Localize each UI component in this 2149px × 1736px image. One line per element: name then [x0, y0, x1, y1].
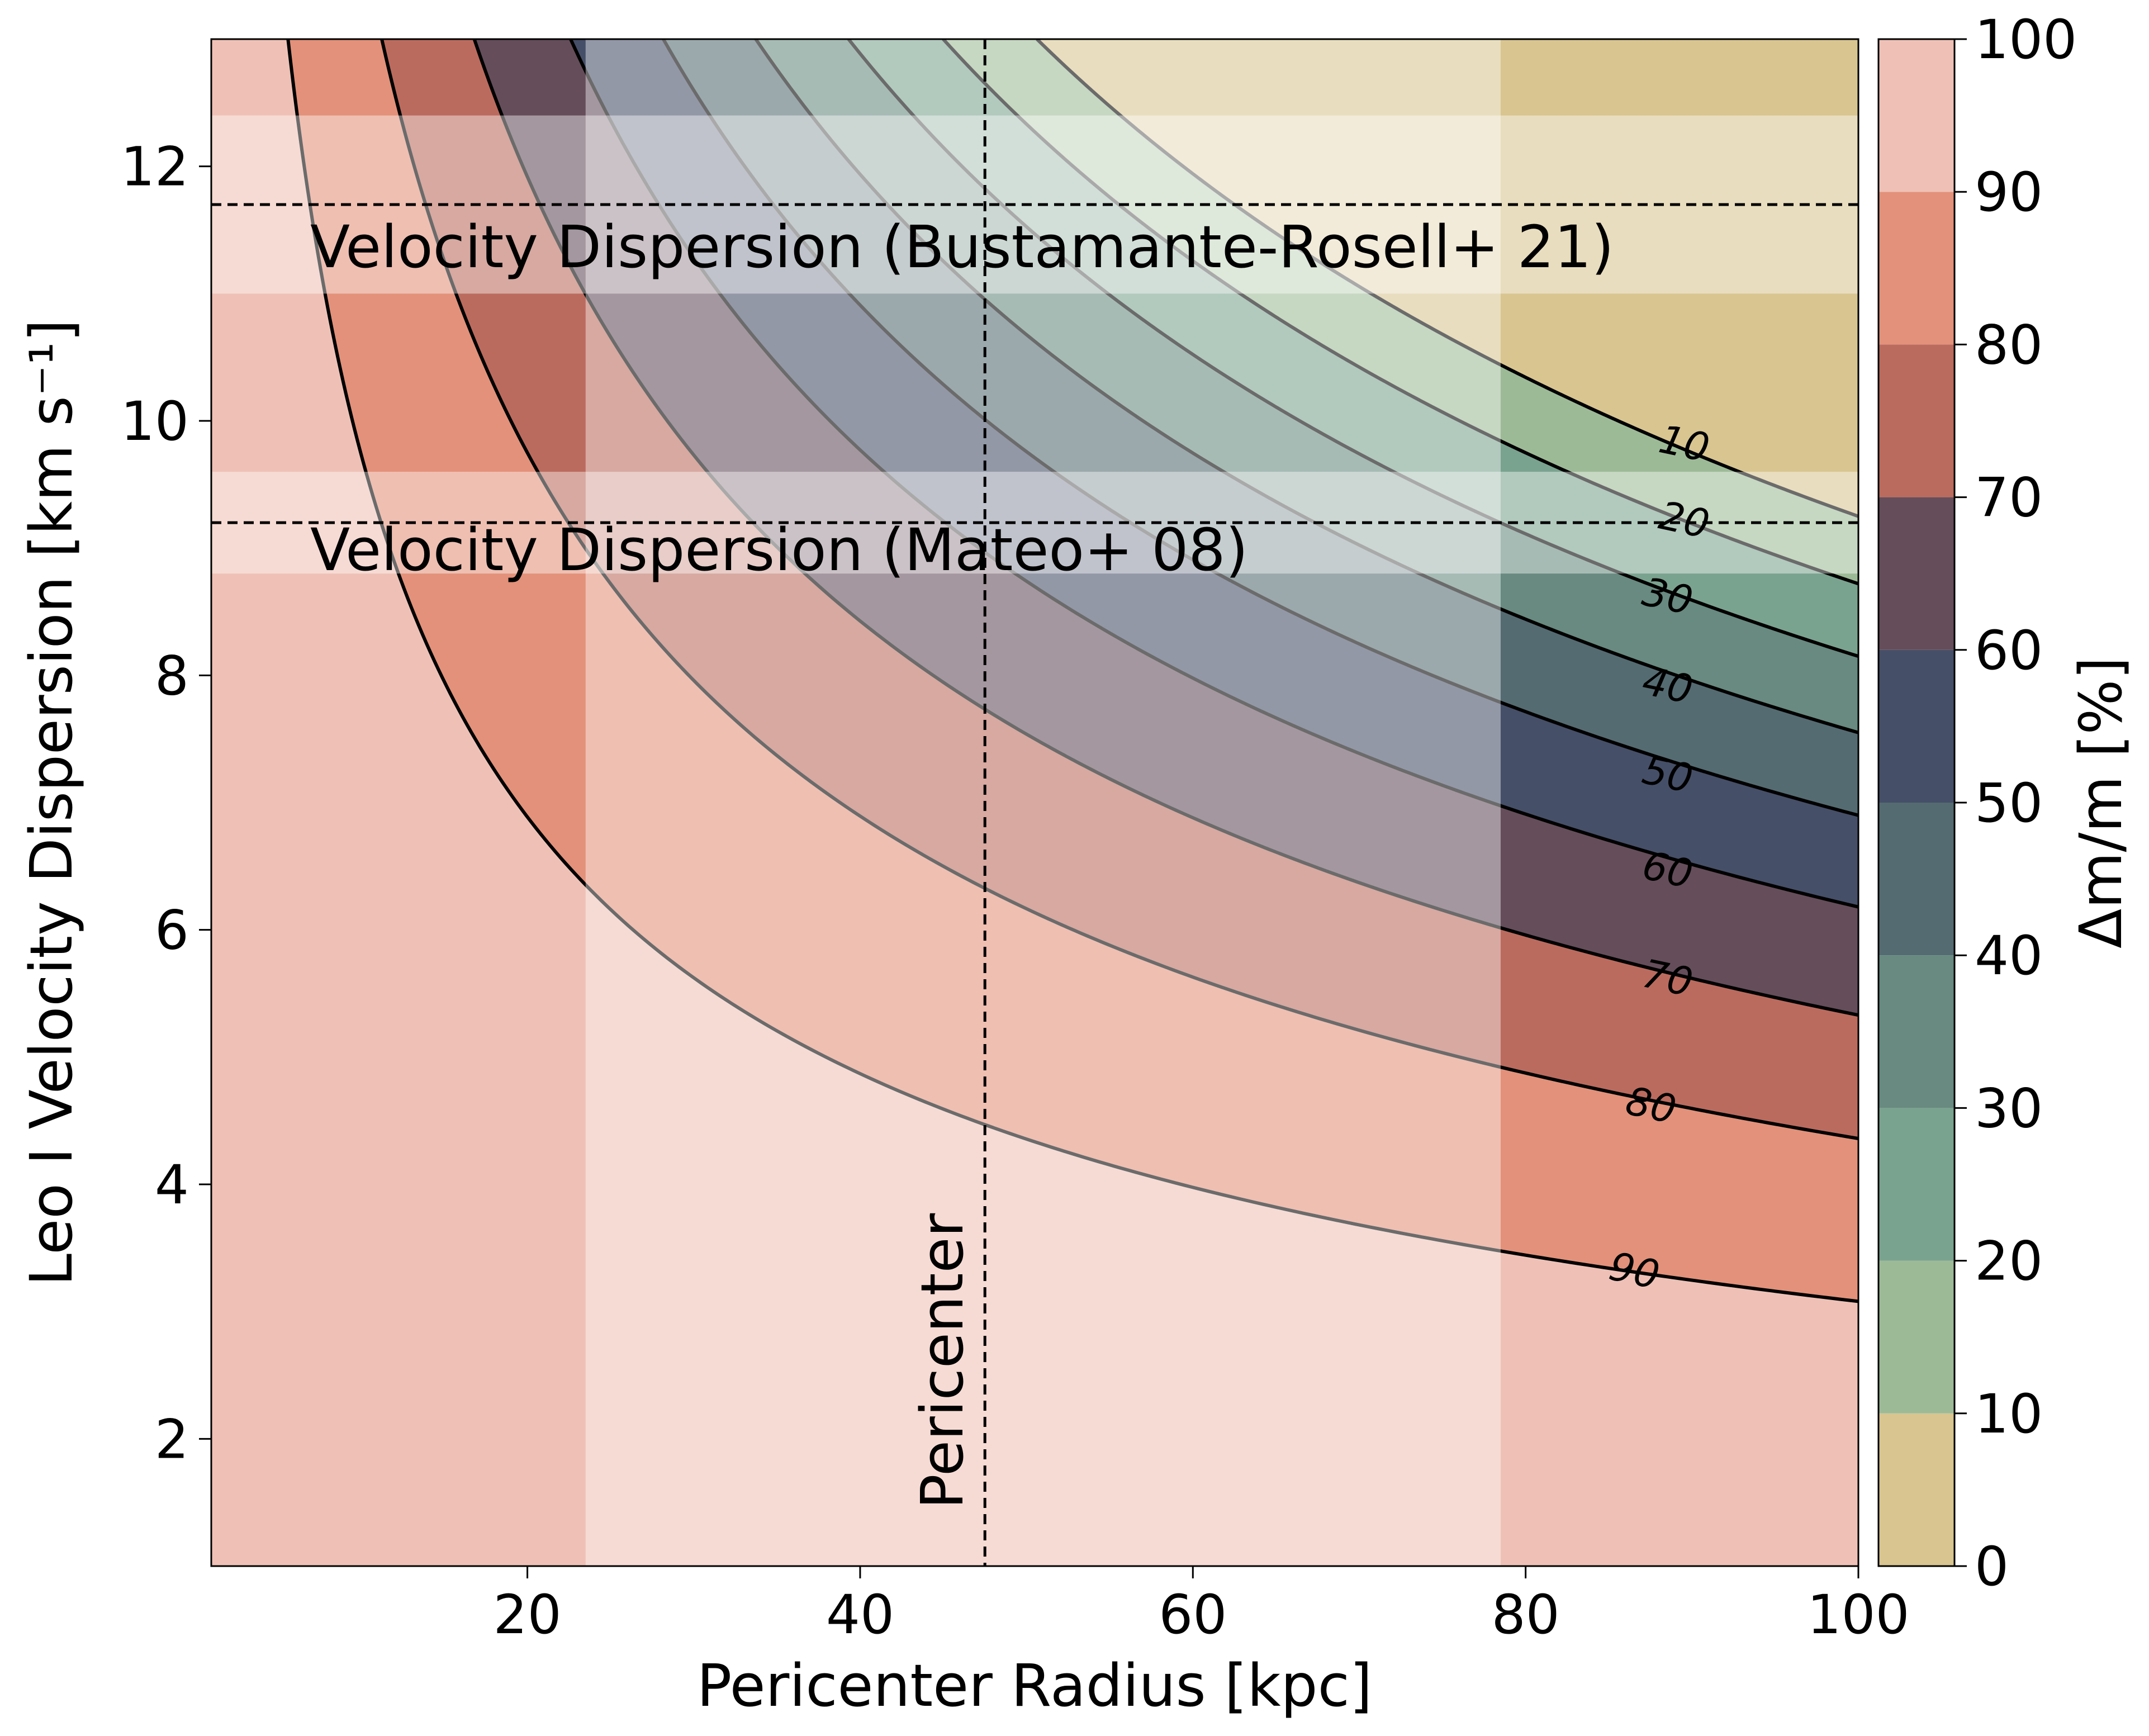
colorbar-tick-label-30: 30 [1975, 1077, 2043, 1140]
contour-label-10: 10 [1655, 416, 1713, 471]
y-tick-label-6: 6 [155, 899, 189, 962]
contour-lines [286, 39, 1858, 1303]
x-tick-label-100: 100 [1807, 1583, 1909, 1646]
x-tick-label-60: 60 [1159, 1583, 1227, 1646]
colorbar-tick-label-10: 10 [1975, 1383, 2043, 1445]
y-tick-label-4: 4 [155, 1154, 189, 1216]
contour-line-40 [754, 39, 1858, 734]
colorbar-label: Δm/m [%] [2067, 657, 2135, 948]
contour-label-40: 40 [1639, 658, 1697, 713]
colorbar-swatch-80-90 [1878, 192, 1955, 345]
colorbar-tick-label-0: 0 [1975, 1535, 2009, 1598]
colorbar-tick-label-90: 90 [1975, 161, 2043, 224]
reference-lines [211, 39, 1858, 1566]
plot-area: 10 20 30 40 50 60 70 80 90 [211, 39, 1858, 1566]
mateo-band-label: Velocity Dispersion (Mateo+ 08) [310, 516, 1248, 584]
y-tick-label-2: 2 [155, 1408, 189, 1471]
colorbar-swatch-50-60 [1878, 649, 1955, 803]
contour-label-80: 80 [1622, 1078, 1680, 1133]
contour-fill-0-10 [1037, 39, 1858, 516]
contour-line-90 [286, 39, 1858, 1303]
colorbar-swatch-20-30 [1878, 1108, 1955, 1261]
y-tick-label-8: 8 [155, 644, 189, 707]
x-tick-label-20: 20 [494, 1583, 562, 1646]
uncertainty-bands [211, 39, 1858, 1566]
contour-label-30: 30 [1639, 569, 1697, 624]
contour-label-20: 20 [1655, 492, 1713, 548]
contour-label-70: 70 [1639, 951, 1697, 1006]
pericenter-label: Pericenter [908, 1213, 976, 1509]
contour-label-60: 60 [1639, 842, 1697, 898]
colorbar-swatch-90-100 [1878, 39, 1955, 192]
y-tick-label-10: 10 [121, 390, 189, 453]
contour-line-80 [380, 39, 1858, 1140]
contour-label-90: 90 [1605, 1243, 1663, 1298]
y-axis-label: Leo I Velocity Dispersion [km s⁻¹] [17, 319, 86, 1286]
x-tick-label-40: 40 [826, 1583, 894, 1646]
contour-line-70 [472, 39, 1858, 1017]
colorbar-swatch-10-20 [1878, 1260, 1955, 1414]
colorbar-swatches [1878, 39, 1955, 1566]
colorbar-swatch-40-50 [1878, 803, 1955, 956]
colorbar-ticks: 0 10 20 30 40 50 60 70 80 90 100 [1955, 8, 2077, 1598]
colorbar-tick-label-50: 50 [1975, 772, 2043, 834]
colorbar: 0 10 20 30 40 50 60 70 80 90 100 Δm/m [%] [1877, 8, 2135, 1598]
contour-line-50 [662, 39, 1858, 817]
contour-labels: 10 20 30 40 50 60 70 80 90 [1605, 416, 1713, 1298]
x-axis-ticks: 20 40 60 80 100 [494, 1566, 1910, 1646]
colorbar-swatch-70-80 [1878, 344, 1955, 497]
bustamante-band-label: Velocity Dispersion (Bustamante-Rosell+ … [310, 213, 1614, 281]
plot-frame [210, 38, 1859, 1567]
colorbar-swatch-60-70 [1878, 497, 1955, 650]
mateo-band [211, 472, 1858, 574]
colorbar-tick-label-70: 70 [1975, 467, 2043, 529]
x-axis-label: Pericenter Radius [kpc] [697, 1652, 1373, 1720]
colorbar-swatch-0-10 [1878, 1413, 1955, 1566]
colorbar-tick-label-20: 20 [1975, 1230, 2043, 1293]
colorbar-tick-label-60: 60 [1975, 619, 2043, 682]
bustamante-band [211, 115, 1858, 294]
y-axis-ticks: 2 4 6 8 10 12 [121, 136, 211, 1471]
colorbar-tick-label-80: 80 [1975, 314, 2043, 376]
y-tick-label-12: 12 [121, 136, 189, 198]
contour-line-60 [569, 39, 1858, 909]
colorbar-tick-label-100: 100 [1975, 8, 2077, 71]
contour-line-30 [847, 39, 1858, 658]
x-tick-label-80: 80 [1492, 1583, 1560, 1646]
pericenter-band [585, 39, 1501, 1566]
colorbar-tick-label-40: 40 [1975, 924, 2043, 987]
contour-label-50: 50 [1639, 747, 1697, 802]
contour-line-10 [1036, 39, 1858, 518]
contour-line-20 [942, 39, 1858, 586]
colorbar-swatch-30-40 [1878, 955, 1955, 1108]
